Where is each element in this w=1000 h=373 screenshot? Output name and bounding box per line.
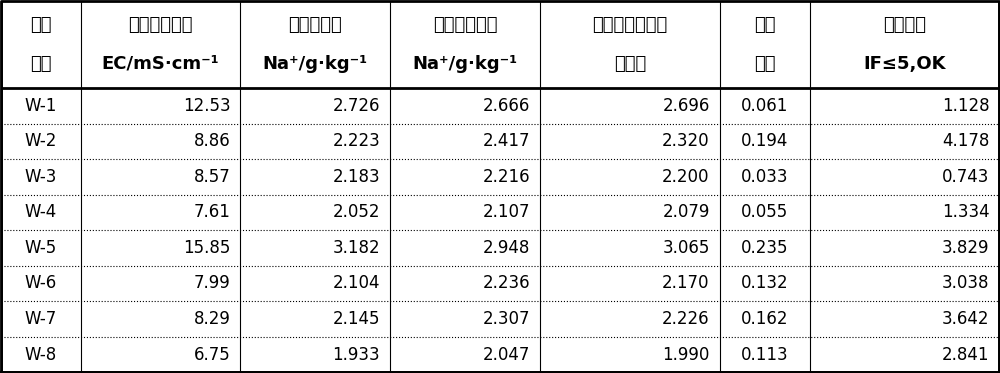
Text: W-1: W-1 [24, 97, 57, 115]
Text: Na⁺/g·kg⁻¹: Na⁺/g·kg⁻¹ [412, 54, 518, 73]
Text: 3.829: 3.829 [942, 239, 989, 257]
Text: 3.038: 3.038 [942, 275, 989, 292]
Text: 0.194: 0.194 [741, 132, 788, 150]
Text: 12.53: 12.53 [183, 97, 230, 115]
Text: 2.236: 2.236 [482, 275, 530, 292]
Text: 2.223: 2.223 [332, 132, 380, 150]
Text: 模型值与实测值: 模型值与实测值 [592, 16, 667, 34]
Text: 0.743: 0.743 [942, 168, 989, 186]
Text: 8.86: 8.86 [194, 132, 230, 150]
Text: 2.226: 2.226 [662, 310, 710, 328]
Text: 1.990: 1.990 [662, 345, 710, 364]
Text: 实验室实测值: 实验室实测值 [433, 16, 497, 34]
Text: 2.307: 2.307 [482, 310, 530, 328]
Text: 2.726: 2.726 [333, 97, 380, 115]
Text: W-8: W-8 [25, 345, 57, 364]
Text: 2.320: 2.320 [662, 132, 710, 150]
Text: EC/mS·cm⁻¹: EC/mS·cm⁻¹ [102, 54, 219, 73]
Text: 0.235: 0.235 [741, 239, 788, 257]
Text: 3.182: 3.182 [333, 239, 380, 257]
Text: 2.107: 2.107 [482, 203, 530, 222]
Text: 1.128: 1.128 [942, 97, 989, 115]
Text: 编号: 编号 [30, 54, 51, 73]
Text: 3.065: 3.065 [662, 239, 710, 257]
Text: W-6: W-6 [25, 275, 57, 292]
Text: 0.033: 0.033 [741, 168, 788, 186]
Text: 2.047: 2.047 [483, 345, 530, 364]
Text: 样品: 样品 [30, 16, 51, 34]
Text: 0.113: 0.113 [741, 345, 788, 364]
Text: W-4: W-4 [25, 203, 57, 222]
Text: 7.61: 7.61 [194, 203, 230, 222]
Text: IF≤5,OK: IF≤5,OK [863, 54, 946, 73]
Text: 2.183: 2.183 [333, 168, 380, 186]
Text: W-5: W-5 [25, 239, 57, 257]
Text: 绝对: 绝对 [754, 16, 775, 34]
Text: 0.055: 0.055 [741, 203, 788, 222]
Text: W-2: W-2 [24, 132, 57, 150]
Text: 2.145: 2.145 [333, 310, 380, 328]
Text: 8.29: 8.29 [194, 310, 230, 328]
Text: 4.178: 4.178 [942, 132, 989, 150]
Text: 1.334: 1.334 [942, 203, 989, 222]
Text: 0.132: 0.132 [741, 275, 788, 292]
Text: 2.841: 2.841 [942, 345, 989, 364]
Text: 2.079: 2.079 [662, 203, 710, 222]
Text: 2.200: 2.200 [662, 168, 710, 186]
Text: 6.75: 6.75 [194, 345, 230, 364]
Text: 7.99: 7.99 [194, 275, 230, 292]
Text: 平均值: 平均值 [614, 54, 646, 73]
Text: 3.642: 3.642 [942, 310, 989, 328]
Text: 8.57: 8.57 [194, 168, 230, 186]
Text: 2.052: 2.052 [333, 203, 380, 222]
Text: 2.696: 2.696 [662, 97, 710, 115]
Text: 相对偏差: 相对偏差 [883, 16, 926, 34]
Text: 2.417: 2.417 [482, 132, 530, 150]
Text: 2.170: 2.170 [662, 275, 710, 292]
Text: 2.216: 2.216 [482, 168, 530, 186]
Text: 0.061: 0.061 [741, 97, 788, 115]
Text: 0.162: 0.162 [741, 310, 788, 328]
Text: 2.104: 2.104 [333, 275, 380, 292]
Text: 实验室实测值: 实验室实测值 [128, 16, 193, 34]
Text: 模型获得值: 模型获得值 [288, 16, 342, 34]
Text: 2.666: 2.666 [483, 97, 530, 115]
Text: Na⁺/g·kg⁻¹: Na⁺/g·kg⁻¹ [263, 54, 368, 73]
Text: 1.933: 1.933 [333, 345, 380, 364]
Text: 2.948: 2.948 [483, 239, 530, 257]
Text: 相差: 相差 [754, 54, 775, 73]
Text: 15.85: 15.85 [183, 239, 230, 257]
Text: W-7: W-7 [25, 310, 57, 328]
Text: W-3: W-3 [24, 168, 57, 186]
